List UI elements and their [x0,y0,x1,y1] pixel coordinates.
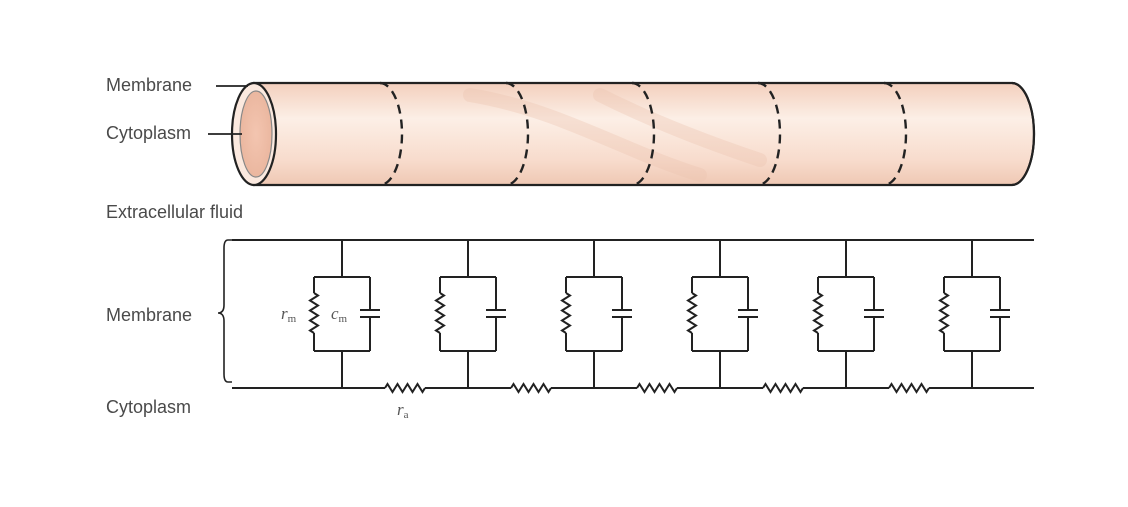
extracellular-fluid-label: Extracellular fluid [106,202,244,222]
rm-resistor [686,292,698,334]
rm-resistor [938,292,950,334]
segment-boundary-dash [757,81,782,187]
ra-resistor [510,382,552,394]
membrane-rc-unit [560,240,632,388]
segment-boundary-dash [631,81,656,187]
rm-sub: m [287,313,297,325]
axon-cylinder [230,81,1036,187]
ra-symbol: ra [397,400,409,421]
cytoplasm-label-circuit: Cytoplasm [106,397,192,417]
segment-boundary-dash [505,81,530,187]
segment-boundary-dash [379,81,404,187]
cylinder-body [252,81,1036,187]
rm-resistor [560,292,572,334]
ra-resistor [762,382,804,394]
ra-resistor [636,382,678,394]
membrane-brace [217,239,232,383]
rm-base: r [281,304,288,323]
membrane-units [308,240,1010,388]
segment-boundary-dash [883,81,908,187]
rm-symbol: rm [281,304,296,325]
cytoplasm-rail [232,382,1034,394]
rm-resistor [812,292,824,334]
rm-resistor [308,292,320,334]
membrane-rc-unit [938,240,1010,388]
ra-sub: a [403,409,409,421]
membrane-rc-unit [686,240,758,388]
ra-resistor [888,382,930,394]
cytoplasm-label-top: Cytoplasm [106,123,192,143]
equivalent-circuit [217,239,1034,394]
segment-boundaries [379,81,1036,187]
cm-base: c [331,304,339,323]
ra-base: r [397,400,404,419]
ra-resistor [384,382,426,394]
membrane-rc-unit [434,240,506,388]
membrane-rc-unit [308,240,380,388]
membrane-label-top: Membrane [106,75,193,95]
cm-symbol: cm [331,304,347,325]
cylinder-far-end [1011,81,1036,187]
cm-sub: m [338,313,348,325]
cylinder-shading [463,88,767,182]
membrane-label-circuit: Membrane [106,305,193,325]
cylinder-end-cap-inner [239,90,273,178]
rm-resistor [434,292,446,334]
membrane-rc-unit [812,240,884,388]
